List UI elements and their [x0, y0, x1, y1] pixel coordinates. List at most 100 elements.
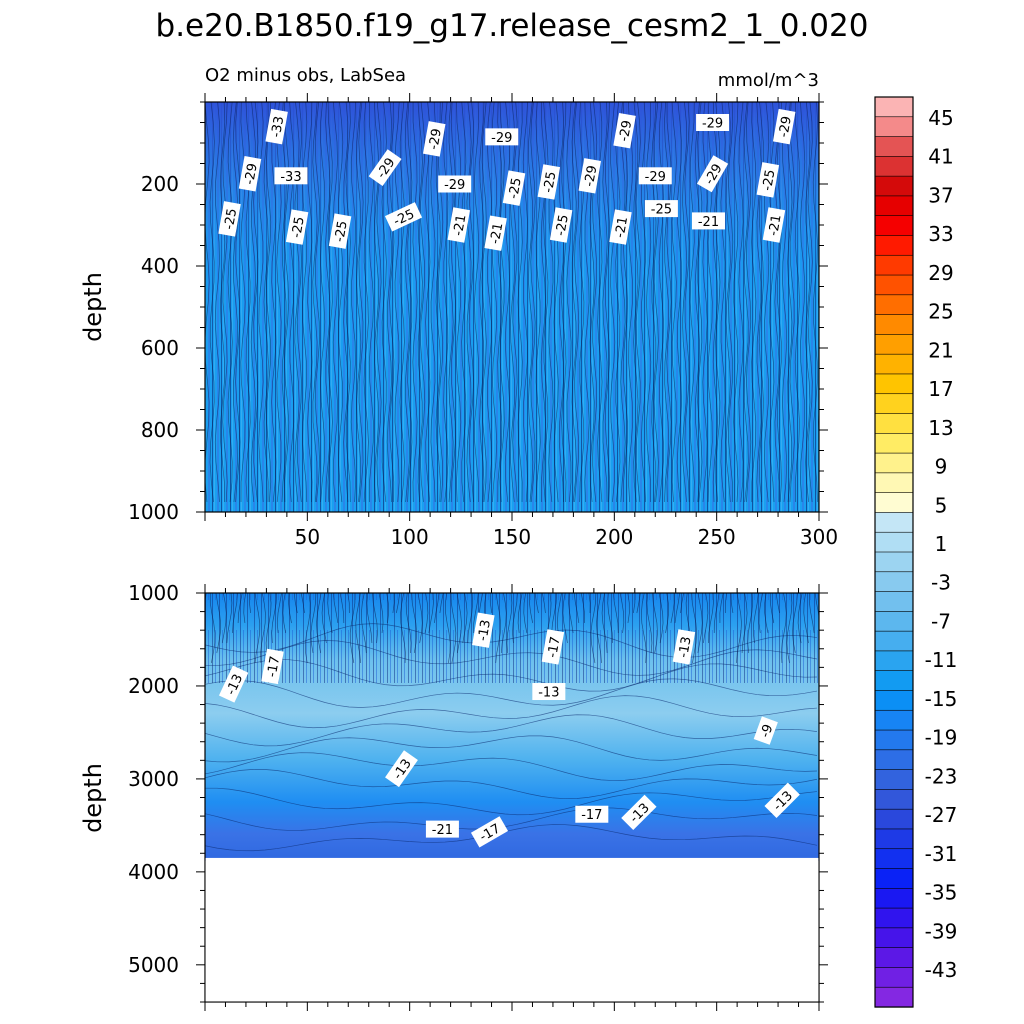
contour-label: -17 — [261, 648, 284, 685]
contour-label-box — [472, 612, 495, 648]
contour-line — [769, 102, 775, 503]
colorbar-label: 37 — [928, 183, 953, 207]
contour-line — [345, 102, 351, 503]
contour-label-text: -29 — [242, 162, 260, 186]
contour-label-box — [485, 128, 519, 146]
contour-line — [620, 102, 626, 503]
contour-line — [775, 593, 780, 614]
contour-line — [776, 102, 782, 503]
contour-line — [445, 593, 451, 664]
contour-line — [407, 102, 413, 503]
contour-label-box — [537, 164, 561, 200]
colorbar-swatch — [874, 591, 914, 612]
colorbar-swatch — [874, 195, 914, 217]
contour-line — [260, 593, 266, 664]
contour-line — [689, 102, 695, 503]
contour-label-text: -21 — [432, 823, 453, 838]
contour-line — [284, 102, 290, 503]
contour-label-text: -25 — [222, 207, 240, 231]
contour-label: -25 — [502, 170, 526, 206]
colorbar-label: -11 — [925, 648, 958, 672]
contour-line — [619, 593, 625, 634]
contour-label-text: -25 — [553, 214, 571, 238]
contour-line — [764, 593, 769, 634]
contour-line — [276, 102, 282, 503]
y-tick-label: 5000 — [128, 953, 179, 977]
contour-label: -33 — [274, 167, 308, 185]
colorbar: 45 41 37 33 29 25 21 17 13 9 5 1 -3 -7 -11 -15 -19 -23 -27… — [874, 96, 958, 1008]
contour-line — [462, 593, 468, 644]
contour-line — [368, 102, 374, 503]
contour-line — [307, 102, 313, 503]
contour-line — [671, 102, 677, 503]
contour-line — [792, 593, 798, 654]
contour-line — [566, 102, 572, 503]
seafloor-mask — [205, 857, 819, 1002]
contour-line — [512, 102, 518, 503]
contour-label-text: -25 — [506, 177, 524, 201]
contour-line — [243, 593, 247, 624]
contour-label-text: -33 — [269, 115, 287, 139]
contour-label-box — [265, 108, 288, 145]
contour-line — [587, 593, 591, 614]
contour-line — [534, 593, 539, 614]
colorbar-swatch — [874, 986, 914, 1008]
lower-contour-lines — [205, 593, 819, 852]
colorbar-swatch — [874, 116, 914, 138]
contour-line — [263, 102, 269, 503]
contour-line — [610, 102, 616, 503]
contour-line — [258, 102, 264, 503]
colorbar-swatch — [874, 314, 914, 335]
contour-label-box — [609, 209, 632, 245]
contour-line — [769, 593, 775, 624]
contour-line — [589, 102, 595, 503]
colorbar-label: -7 — [931, 609, 951, 633]
contour-line — [646, 593, 653, 654]
contour-line — [805, 102, 811, 503]
contour-line — [680, 593, 685, 614]
colorbar-swatch — [874, 709, 914, 731]
contour-line — [510, 102, 516, 503]
colorbar-swatch — [874, 868, 914, 889]
colorbar-swatch — [874, 175, 914, 197]
contour-line — [205, 714, 818, 747]
contour-line — [653, 102, 659, 503]
contour-line — [697, 102, 703, 503]
contour-line — [597, 102, 603, 503]
contour-line — [205, 640, 818, 676]
contour-label-box — [502, 170, 526, 206]
contour-line — [789, 102, 795, 503]
contour-line — [665, 593, 669, 634]
contour-line — [632, 593, 636, 614]
contour-label-box — [541, 629, 565, 665]
contour-line — [205, 659, 818, 692]
contour-line — [327, 593, 333, 634]
contour-line — [405, 593, 412, 654]
colorbar-swatch — [874, 947, 914, 969]
contour-label-text: -21 — [613, 216, 631, 240]
y-tick-label: 800 — [141, 418, 179, 442]
contour-line — [205, 752, 818, 781]
contour-label: -25 — [218, 201, 241, 237]
contour-line — [232, 593, 238, 634]
colorbar-label: 29 — [928, 261, 953, 285]
y-tick-label: 1000 — [128, 500, 179, 524]
contour-line — [584, 102, 590, 503]
contour-line — [245, 102, 251, 503]
contour-line — [697, 593, 703, 654]
colorbar-swatch — [874, 670, 914, 692]
contour-label-box — [638, 167, 672, 185]
contour-label-box — [532, 683, 566, 701]
contour-line — [568, 593, 574, 634]
contour-line — [205, 787, 818, 816]
contour-line — [787, 102, 793, 503]
contour-line — [205, 623, 818, 658]
contour-label-box — [470, 816, 509, 848]
contour-label-box — [696, 155, 729, 193]
colorbar-label: 45 — [928, 106, 953, 130]
contour-label: -25 — [537, 164, 561, 200]
contour-label-box — [274, 167, 308, 185]
contour-line — [682, 102, 688, 503]
colorbar-label: 17 — [928, 377, 953, 401]
contour-line — [664, 102, 670, 503]
